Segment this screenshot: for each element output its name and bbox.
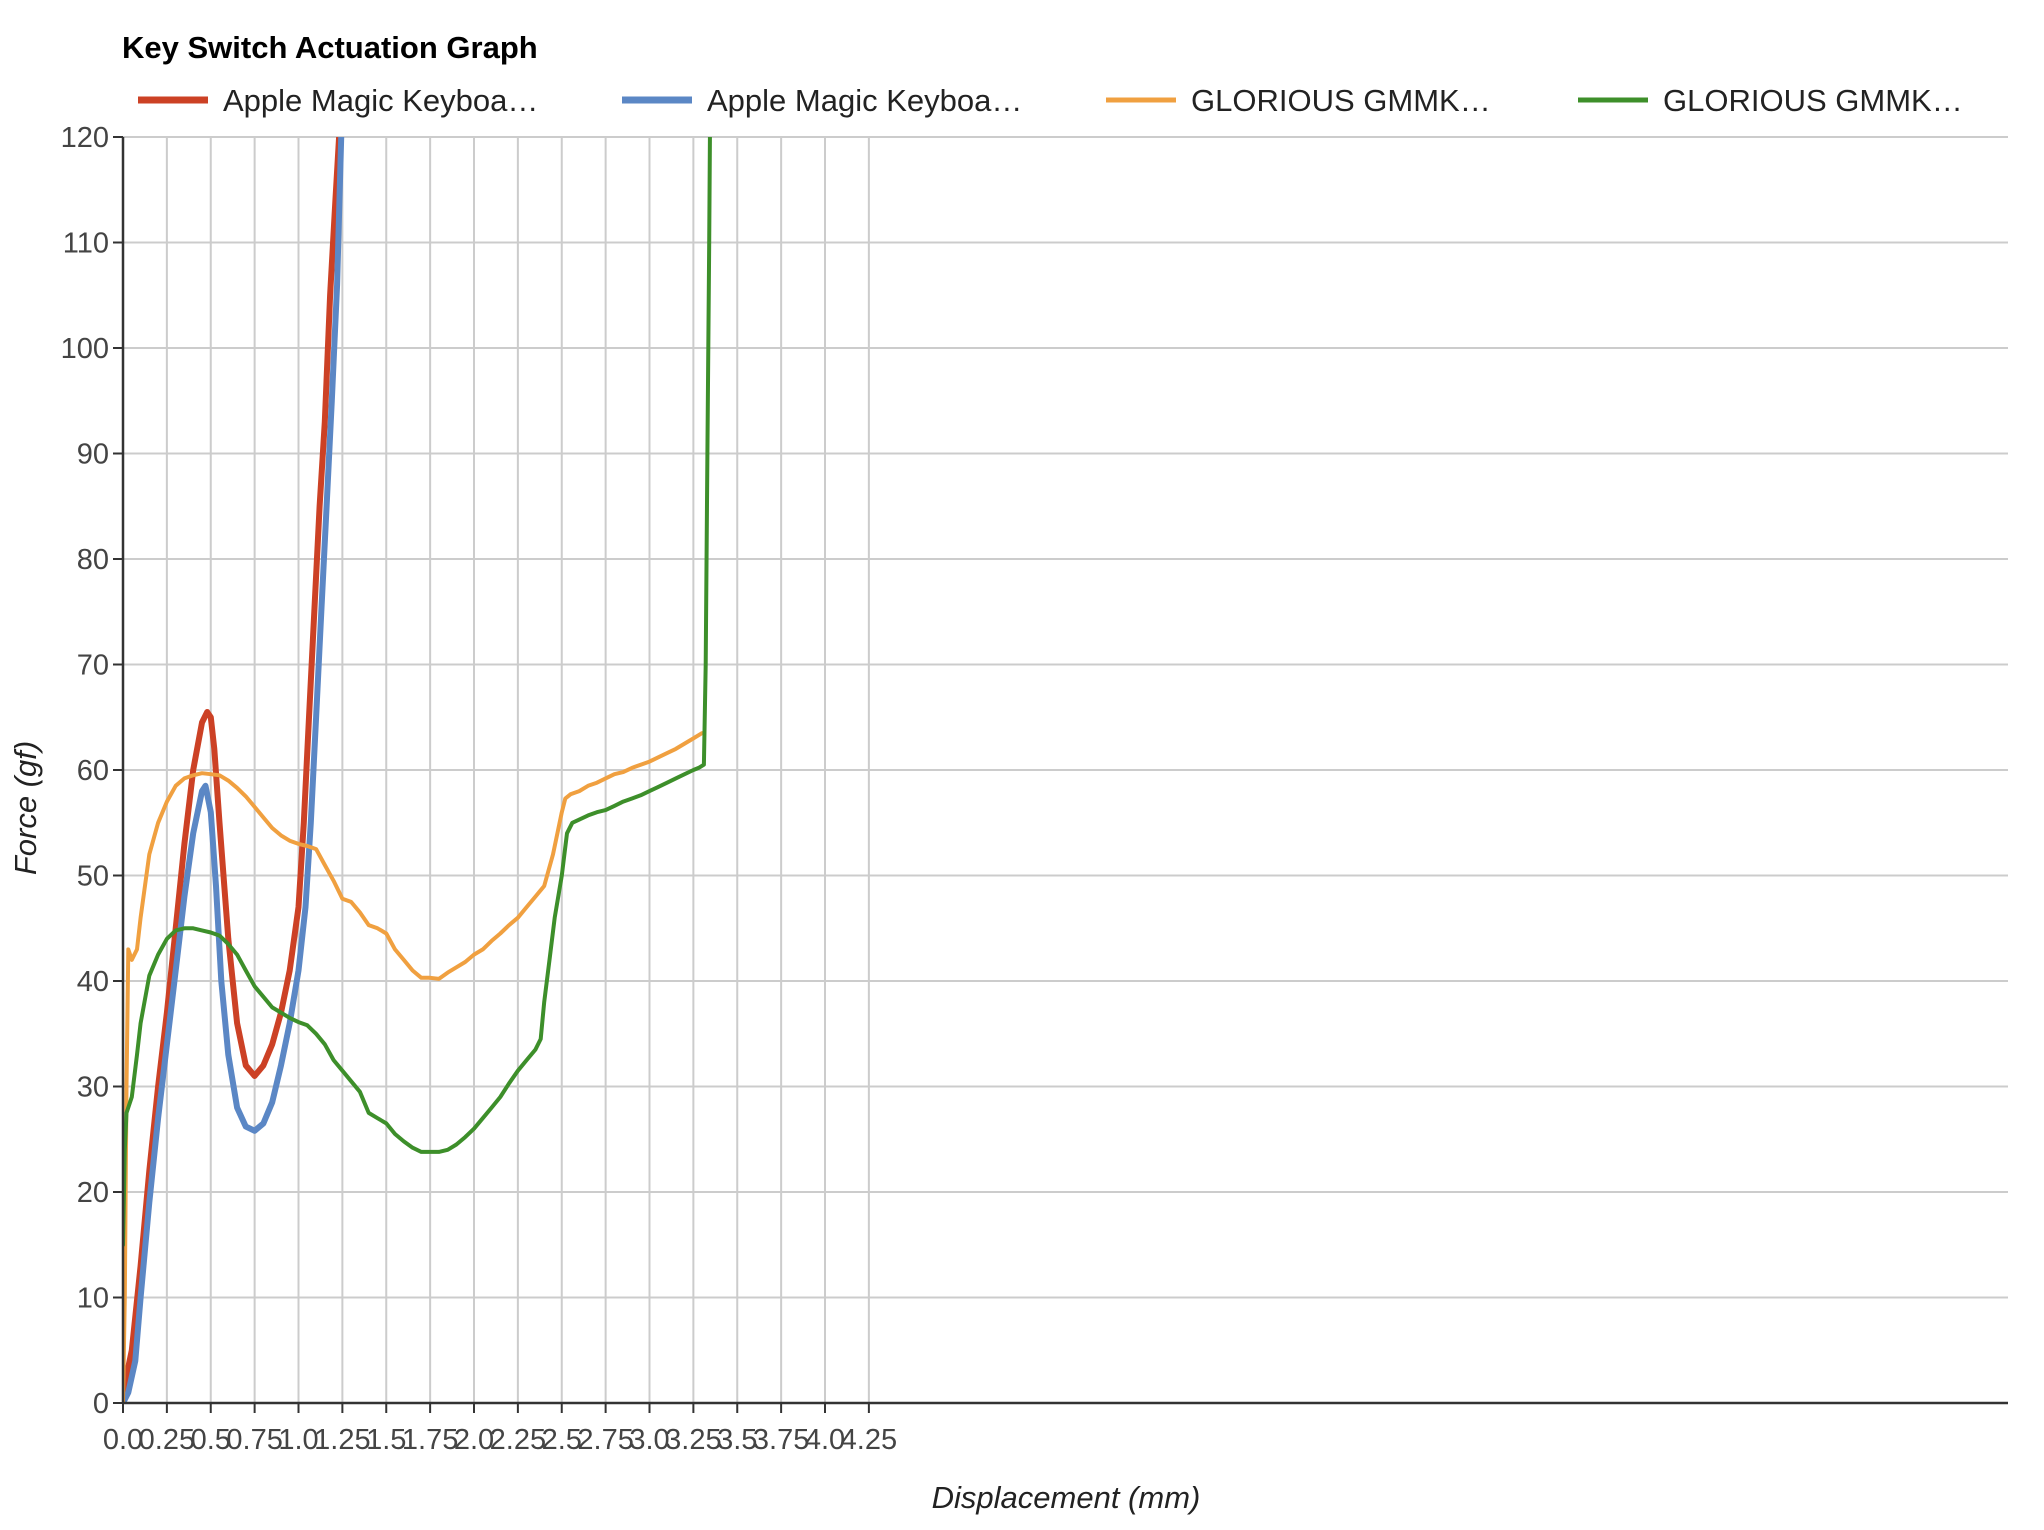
x-tick-label: 3.25	[665, 1424, 721, 1456]
series-line-2	[123, 137, 345, 1403]
x-tick-label: 3.75	[753, 1424, 809, 1456]
legend-label: GLORIOUS GMMK…	[1191, 83, 1491, 118]
x-tick-label: 2.5	[542, 1424, 582, 1456]
x-tick-label: 1.5	[366, 1424, 406, 1456]
legend-label: Apple Magic Keyboa…	[223, 83, 538, 118]
y-tick-label: 90	[77, 439, 109, 471]
legend-item-4: GLORIOUS GMMK…	[1578, 83, 1963, 118]
x-tick-label: 2.75	[577, 1424, 633, 1456]
x-tick-label: 0.5	[191, 1424, 231, 1456]
x-tick-label: 2.0	[454, 1424, 494, 1456]
x-tick-label: 0.0	[103, 1424, 143, 1456]
y-tick-label: 70	[77, 650, 109, 682]
y-tick-label: 40	[77, 966, 109, 998]
series-line-1	[123, 137, 343, 1396]
legend-label: Apple Magic Keyboa…	[707, 83, 1022, 118]
y-tick-label: 50	[77, 861, 109, 893]
x-tick-label: 4.25	[841, 1424, 897, 1456]
series-line-3	[123, 731, 706, 1403]
x-tick-label: 0.75	[226, 1424, 282, 1456]
legend-item-2: Apple Magic Keyboa…	[622, 83, 1022, 118]
x-axis-title: Displacement (mm)	[932, 1480, 1201, 1515]
legend: Apple Magic Keyboa… Apple Magic Keyboa… GL…	[138, 83, 1963, 118]
series-line-4	[123, 137, 712, 1247]
y-tick-label: 110	[63, 228, 109, 260]
x-tick-label: 1.75	[402, 1424, 458, 1456]
x-axis-ticks: 0.00.250.50.751.01.251.51.752.02.252.52.…	[103, 1403, 897, 1456]
x-tick-label: 1.0	[278, 1424, 318, 1456]
chart-title: Key Switch Actuation Graph	[122, 30, 538, 65]
y-tick-label: 100	[61, 333, 109, 365]
x-tick-label: 4.0	[805, 1424, 845, 1456]
x-tick-label: 3.0	[629, 1424, 669, 1456]
x-tick-label: 2.25	[490, 1424, 546, 1456]
legend-item-1: Apple Magic Keyboa…	[138, 83, 538, 118]
legend-item-3: GLORIOUS GMMK…	[1106, 83, 1491, 118]
x-tick-label: 0.25	[139, 1424, 195, 1456]
y-tick-label: 0	[93, 1388, 109, 1420]
legend-label: GLORIOUS GMMK…	[1663, 83, 1963, 118]
x-tick-label: 3.5	[717, 1424, 757, 1456]
y-tick-label: 80	[77, 544, 109, 576]
y-tick-label: 30	[77, 1072, 109, 1104]
y-axis-ticks: 0 10 20 30 40 50 60 70 80 90 100 110 120	[61, 122, 123, 1420]
series-lines	[123, 137, 712, 1403]
y-tick-label: 120	[61, 122, 109, 154]
x-tick-label: 1.25	[314, 1424, 370, 1456]
y-tick-label: 10	[77, 1283, 109, 1315]
y-tick-label: 60	[77, 755, 109, 787]
y-tick-label: 20	[77, 1177, 109, 1209]
gridlines	[123, 136, 2008, 1403]
y-axis-title: Force (gf)	[8, 741, 43, 875]
